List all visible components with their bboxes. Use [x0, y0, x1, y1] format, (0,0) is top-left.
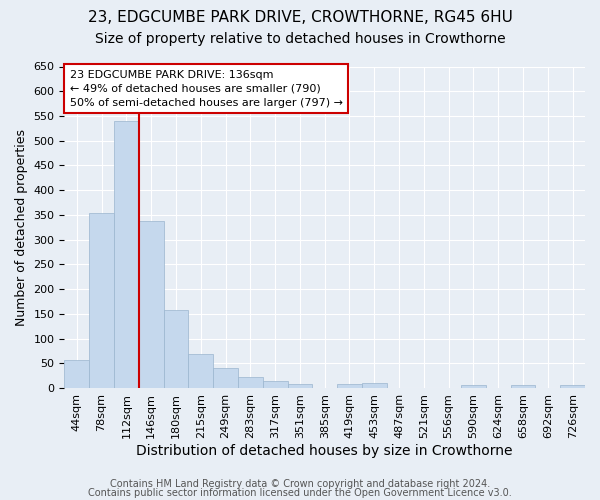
Bar — [213, 368, 238, 388]
X-axis label: Distribution of detached houses by size in Crowthorne: Distribution of detached houses by size … — [136, 444, 513, 458]
Bar — [287, 384, 313, 388]
Y-axis label: Number of detached properties: Number of detached properties — [15, 128, 28, 326]
Bar — [64, 360, 89, 388]
Text: 23 EDGCUMBE PARK DRIVE: 136sqm
← 49% of detached houses are smaller (790)
50% of: 23 EDGCUMBE PARK DRIVE: 136sqm ← 49% of … — [70, 70, 343, 108]
Text: Contains HM Land Registry data © Crown copyright and database right 2024.: Contains HM Land Registry data © Crown c… — [110, 479, 490, 489]
Bar — [139, 221, 164, 388]
Text: 23, EDGCUMBE PARK DRIVE, CROWTHORNE, RG45 6HU: 23, EDGCUMBE PARK DRIVE, CROWTHORNE, RG4… — [88, 10, 512, 25]
Bar — [89, 214, 114, 388]
Bar — [238, 376, 263, 388]
Bar — [164, 310, 188, 388]
Bar — [461, 386, 486, 388]
Bar — [263, 380, 287, 388]
Bar — [114, 121, 139, 388]
Bar — [511, 386, 535, 388]
Bar — [560, 386, 585, 388]
Bar — [188, 354, 213, 388]
Text: Contains public sector information licensed under the Open Government Licence v3: Contains public sector information licen… — [88, 488, 512, 498]
Bar — [362, 383, 386, 388]
Bar — [337, 384, 362, 388]
Text: Size of property relative to detached houses in Crowthorne: Size of property relative to detached ho… — [95, 32, 505, 46]
